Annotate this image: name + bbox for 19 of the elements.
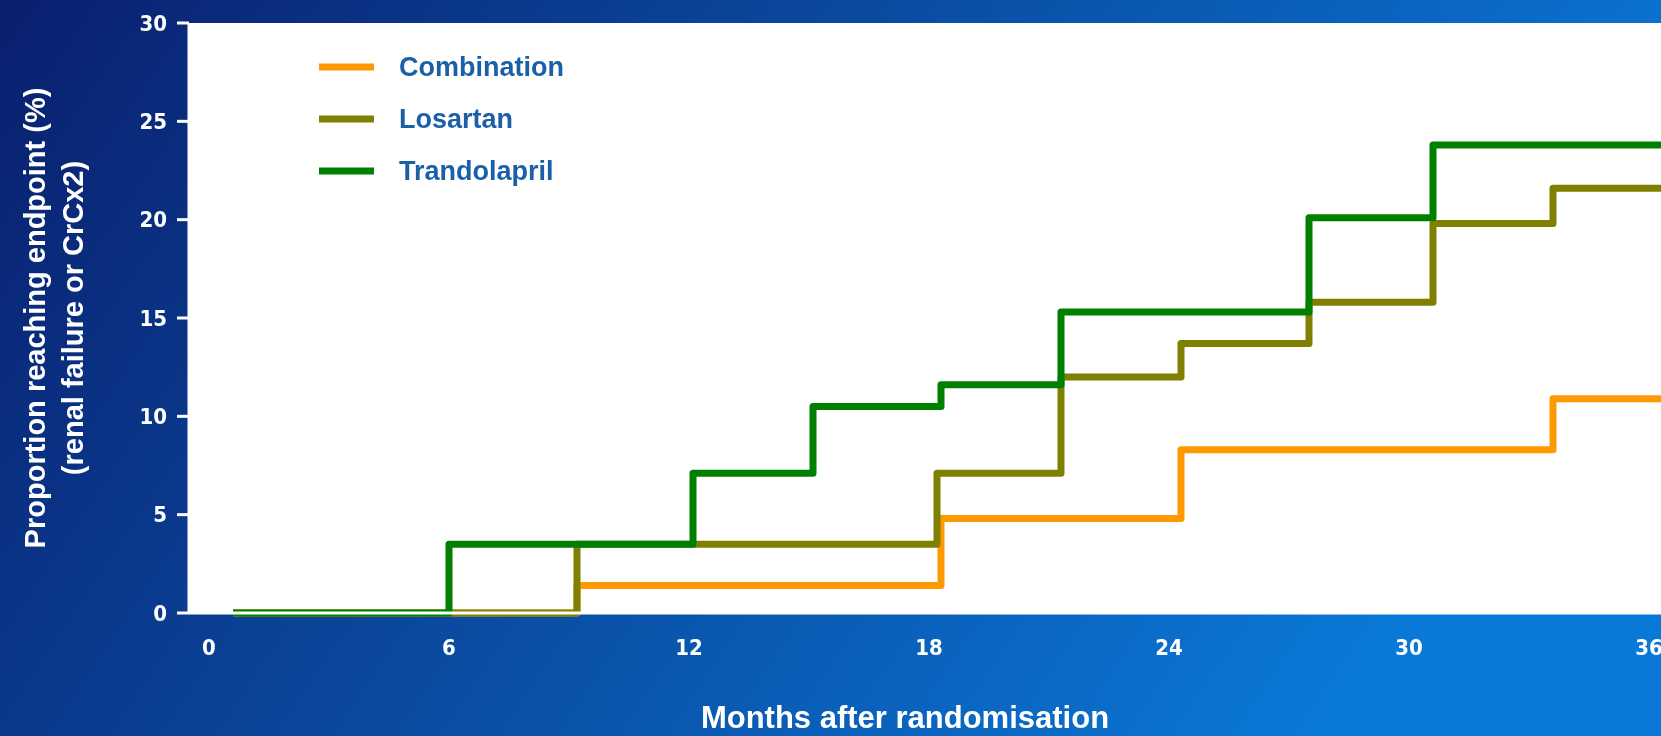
y-tick-label: 0 [153,600,167,626]
x-tick-label: 12 [675,635,703,660]
x-tick-label: 24 [1155,635,1183,660]
y-tick-label: 5 [153,502,167,528]
x-tick-label: 18 [915,635,943,660]
y-tick-label: 25 [139,109,167,135]
y-tick-label: 15 [139,305,167,331]
y-tick-label: 10 [139,404,167,430]
y-axis-title: Proportion reaching endpoint (%) (renal failure or CrCx2) [19,87,89,549]
x-axis-title: Months after randomisation [700,700,1110,735]
x-tick-label: 0 [202,635,216,660]
x-tick-label: 30 [1395,635,1423,660]
x-tick-label: 6 [442,635,456,660]
y-tick-label: 30 [139,10,167,36]
y-tick-label: 20 [139,207,167,233]
legend-label: Combination [399,52,564,83]
legend-label: Losartan [399,104,514,135]
legend-label: Trandolapril [399,156,554,187]
x-tick-label: 36 [1635,635,1661,660]
